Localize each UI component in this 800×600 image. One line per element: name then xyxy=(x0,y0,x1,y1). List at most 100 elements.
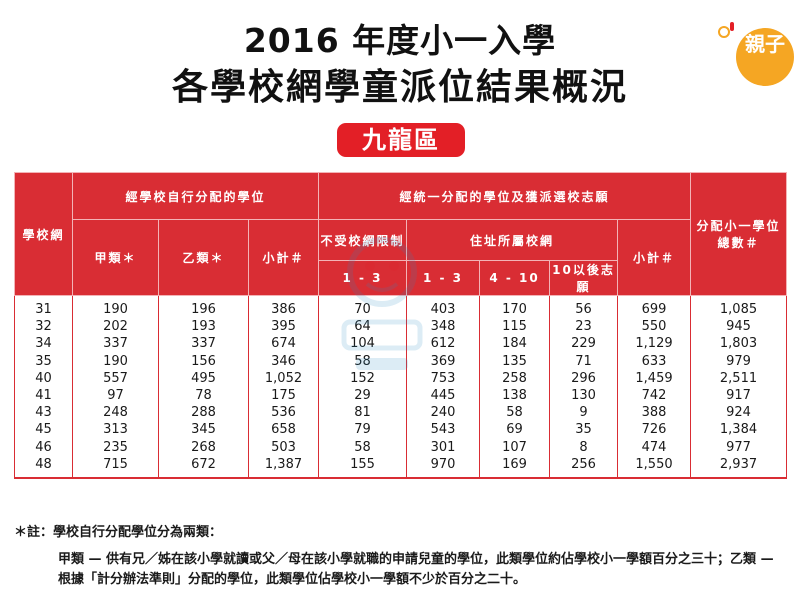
table-cell: 715 xyxy=(72,455,159,480)
table-cell: 190 xyxy=(72,295,159,319)
table-cell: 79 xyxy=(318,421,408,439)
table-cell: 58 xyxy=(318,352,408,370)
table-cell: 135 xyxy=(479,352,551,370)
table-cell: 550 xyxy=(617,318,692,336)
table-cell: 2,511 xyxy=(690,369,788,388)
table-cell: 184 xyxy=(479,335,551,353)
table-cell: 81 xyxy=(318,404,408,422)
header-school-net: 學校網 xyxy=(14,172,73,296)
header-choice-10-plus: 10以後志願 xyxy=(549,260,619,296)
table-cell: 35 xyxy=(549,421,619,439)
table-cell: 699 xyxy=(617,295,692,319)
table-cell: 917 xyxy=(690,387,788,405)
table-cell: 970 xyxy=(406,455,481,480)
header-unrestricted: 不受校網限制 xyxy=(318,219,408,261)
cell-school-net: 46 xyxy=(14,438,73,456)
table-cell: 107 xyxy=(479,438,551,456)
table-cell: 495 xyxy=(158,369,249,388)
table-cell: 536 xyxy=(247,404,320,422)
table-cell: 9 xyxy=(549,404,619,422)
cell-school-net: 34 xyxy=(14,335,73,353)
table-cell: 268 xyxy=(158,438,249,456)
table-cell: 29 xyxy=(318,387,408,405)
table-cell: 1,052 xyxy=(247,369,320,388)
table-cell: 69 xyxy=(479,421,551,439)
table-cell: 346 xyxy=(247,352,320,370)
cell-school-net: 31 xyxy=(14,295,73,319)
table-cell: 1,085 xyxy=(690,295,788,319)
footnote: ＊註：學校自行分配學位分為兩類： 甲類 — 供有兄／姊在該小學就讀或父／母在該小… xyxy=(14,521,786,590)
table-cell: 369 xyxy=(406,352,481,370)
table-cell: 674 xyxy=(247,335,320,353)
table-cell: 256 xyxy=(549,455,619,480)
header-central-allocation: 經統一分配的學位及獲派選校志願 xyxy=(318,172,692,220)
table-cell: 2,937 xyxy=(690,455,788,480)
table-cell: 977 xyxy=(690,438,788,456)
table-cell: 557 xyxy=(72,369,159,388)
district-badge: 九龍區 xyxy=(337,123,465,157)
table-cell: 58 xyxy=(479,404,551,422)
table-row: 43 248 288 536 81 240 58 9 388 924 xyxy=(14,404,788,422)
table-cell: 175 xyxy=(247,387,320,405)
cell-school-net: 40 xyxy=(14,369,73,388)
cell-school-net: 45 xyxy=(14,421,73,439)
table-row: 41 97 78 175 29 445 138 130 742 917 xyxy=(14,387,788,405)
table-cell: 71 xyxy=(549,352,619,370)
table-cell: 58 xyxy=(318,438,408,456)
table-cell: 924 xyxy=(690,404,788,422)
page-subtitle: 各學校網學童派位結果概況 xyxy=(171,67,628,108)
table-cell: 235 xyxy=(72,438,159,456)
header-subtotal-1: 小計＃ xyxy=(247,219,320,296)
table-cell: 1,387 xyxy=(247,455,320,480)
table-cell: 612 xyxy=(406,335,481,353)
table-cell: 138 xyxy=(479,387,551,405)
cell-school-net: 41 xyxy=(14,387,73,405)
header-school-allocated: 經學校自行分配的學位 xyxy=(71,172,320,220)
table-cell: 169 xyxy=(479,455,551,480)
table-cell: 1,384 xyxy=(690,421,788,439)
header-total-allocated: 分配小一學位總數＃ xyxy=(690,172,788,296)
table-cell: 56 xyxy=(549,295,619,319)
table-cell: 296 xyxy=(549,369,619,388)
table-cell: 445 xyxy=(406,387,481,405)
table-row: 32 202 193 395 64 348 115 23 550 945 xyxy=(14,318,788,336)
table-cell: 155 xyxy=(318,455,408,480)
table-cell: 543 xyxy=(406,421,481,439)
table-cell: 156 xyxy=(158,352,249,370)
table-cell: 503 xyxy=(247,438,320,456)
table-cell: 348 xyxy=(406,318,481,336)
table-cell: 301 xyxy=(406,438,481,456)
cell-school-net: 48 xyxy=(14,455,73,480)
cell-school-net: 43 xyxy=(14,404,73,422)
table-cell: 1,459 xyxy=(617,369,692,388)
table-cell: 386 xyxy=(247,295,320,319)
footnote-body: 甲類 — 供有兄／姊在該小學就讀或父／母在該小學就職的申請兒童的學位，此類學位約… xyxy=(58,552,774,587)
table-cell: 152 xyxy=(318,369,408,388)
table-cell: 403 xyxy=(406,295,481,319)
table-cell: 23 xyxy=(549,318,619,336)
page-title: 2016 年度小一入學 xyxy=(243,21,557,60)
table-row: 48 715 672 1,387 155 970 169 256 1,550 2,937 xyxy=(14,455,788,480)
table-cell: 979 xyxy=(690,352,788,370)
table-cell: 258 xyxy=(479,369,551,388)
table-cell: 193 xyxy=(158,318,249,336)
table-cell: 229 xyxy=(549,335,619,353)
header-choice-1-3-unrestricted: 1 - 3 xyxy=(318,260,408,296)
header-choice-4-10: 4 - 10 xyxy=(479,260,551,296)
header-choice-1-3: 1 - 3 xyxy=(406,260,481,296)
header-type-a: 甲類＊ xyxy=(72,219,159,296)
table-cell: 248 xyxy=(72,404,159,422)
logo-text: 親子 xyxy=(736,28,794,86)
table-cell: 658 xyxy=(247,421,320,439)
table-cell: 8 xyxy=(549,438,619,456)
table-row: 34 337 337 674 104 612 184 229 1,129 1,803 xyxy=(14,335,788,353)
allocation-table: 學校網 經學校自行分配的學位 經統一分配的學位及獲派選校志願 分配小一學位總數＃… xyxy=(14,172,788,480)
table-cell: 240 xyxy=(406,404,481,422)
table-cell: 672 xyxy=(158,455,249,480)
table-row: 40 557 495 1,052 152 753 258 296 1,459 2,511 xyxy=(14,369,788,388)
header-within-net: 住址所屬校網 xyxy=(406,219,619,261)
table-cell: 64 xyxy=(318,318,408,336)
table-cell: 196 xyxy=(158,295,249,319)
table-cell: 97 xyxy=(72,387,159,405)
table-cell: 115 xyxy=(479,318,551,336)
